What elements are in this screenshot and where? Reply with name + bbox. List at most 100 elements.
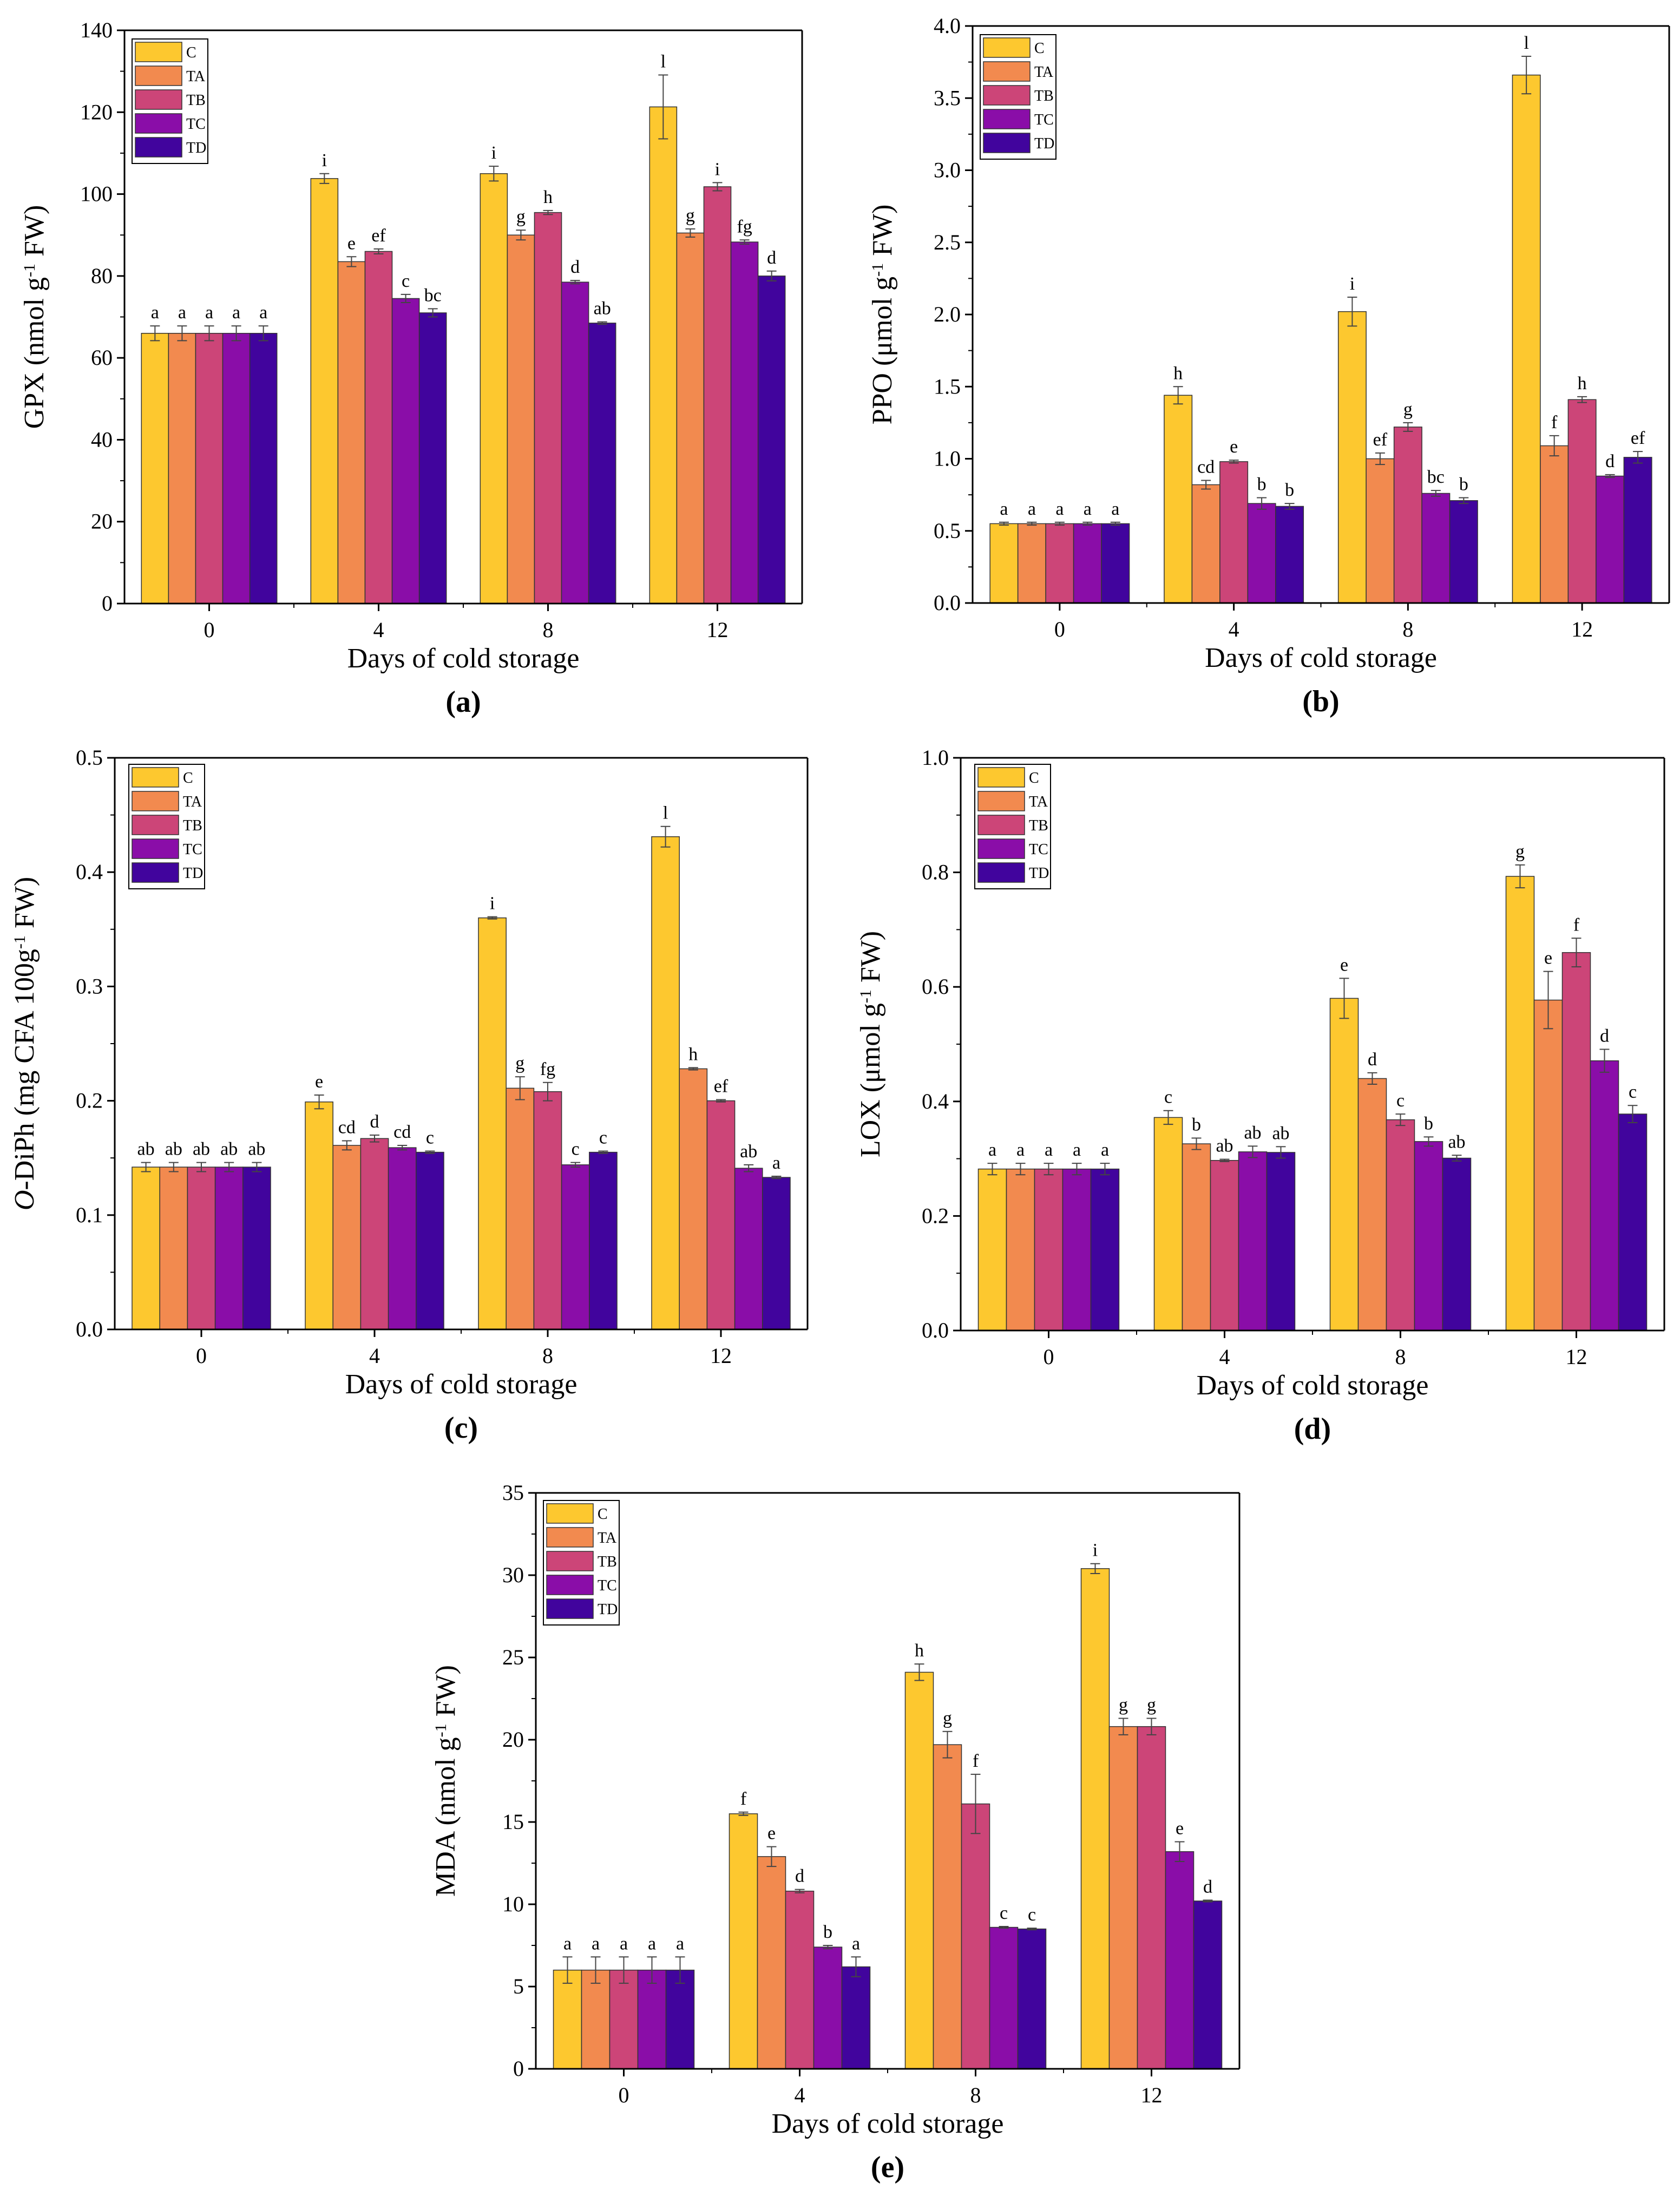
bar-TC-day-4 xyxy=(813,1946,843,2069)
sig-letter-TD-day-0: a xyxy=(259,303,267,323)
bar-TD-day-0 xyxy=(242,1166,271,1330)
sig-letter-C-day-12: l xyxy=(663,803,668,823)
sig-letter-C-day-0: a xyxy=(1000,499,1008,519)
sig-letter-TD-day-8: c xyxy=(1028,1905,1036,1925)
legend-label-TC: TC xyxy=(186,116,206,133)
x-tick-label: 12 xyxy=(1571,617,1593,641)
sig-letter-TA-day-4: cd xyxy=(1197,457,1215,477)
sig-letter-TA-day-8: g xyxy=(515,1053,524,1073)
bar-C-day-8 xyxy=(478,917,507,1330)
bar-TC-day-12 xyxy=(730,241,759,604)
x-tick-label: 12 xyxy=(1141,2083,1163,2107)
sig-letter-TD-day-4: b xyxy=(1285,480,1294,500)
legend-label-TA: TA xyxy=(1029,794,1048,810)
bar-TC-day-8 xyxy=(1421,493,1451,604)
sig-letter-TA-day-4: e xyxy=(347,233,356,253)
y-tick-label: 0.4 xyxy=(922,1089,949,1113)
x-tick-label: 4 xyxy=(1229,617,1239,641)
sig-letter-TC-day-0: a xyxy=(232,303,240,323)
y-tick-label: 1.5 xyxy=(934,374,961,398)
bar-TD-day-4 xyxy=(1275,506,1304,604)
sig-letter-C-day-0: a xyxy=(563,1934,572,1954)
legend-label-TC: TC xyxy=(598,1577,617,1594)
bar-TD-day-8 xyxy=(1442,1157,1472,1331)
sig-letter-C-day-0: a xyxy=(988,1140,996,1160)
x-tick-label: 12 xyxy=(710,1343,732,1368)
bar-TC-day-8 xyxy=(1414,1141,1443,1331)
bar-TB-day-4 xyxy=(360,1138,389,1330)
legend-swatch-TB xyxy=(132,815,179,835)
sig-letter-TA-day-8: g xyxy=(943,1708,952,1728)
bar-TA-day-4 xyxy=(332,1145,362,1330)
legend-swatch-C xyxy=(977,767,1025,788)
y-tick-label: 0.2 xyxy=(76,1089,103,1113)
y-tick-label: 100 xyxy=(80,182,113,206)
sig-letter-TB-day-12: f xyxy=(1573,915,1580,935)
sig-letter-TC-day-0: a xyxy=(1073,1140,1081,1160)
bar-C-day-4 xyxy=(729,1813,758,2069)
legend-label-TD: TD xyxy=(1034,135,1054,152)
x-axis-title: Days of cold storage xyxy=(1205,643,1437,673)
y-tick-label: 1.0 xyxy=(934,447,961,471)
y-axis-title: MDA (nmol g-1 FW) xyxy=(430,1665,461,1897)
sig-letter-TA-day-12: e xyxy=(1544,948,1552,968)
bar-C-day-12 xyxy=(1080,1568,1110,2069)
sig-letter-TC-day-12: ab xyxy=(740,1142,757,1162)
legend-swatch-TB xyxy=(983,85,1031,106)
sig-letter-TB-day-12: ef xyxy=(714,1076,729,1096)
y-tick-label: 2.5 xyxy=(934,230,961,254)
bar-C-day-4 xyxy=(1164,395,1193,604)
legend-swatch-TD xyxy=(546,1598,594,1619)
bar-C-day-4 xyxy=(305,1101,333,1330)
bar-TD-day-0 xyxy=(1101,523,1130,604)
sig-letter-TD-day-12: a xyxy=(772,1153,780,1173)
legend-label-TA: TA xyxy=(1034,64,1054,81)
bar-TA-day-0 xyxy=(581,1969,611,2069)
sig-letter-C-day-4: c xyxy=(1164,1087,1172,1107)
y-tick-label: 0.8 xyxy=(922,860,949,884)
y-tick-label: 140 xyxy=(80,18,113,42)
y-tick-label: 60 xyxy=(91,345,113,370)
sig-letter-TD-day-0: a xyxy=(1101,1140,1109,1160)
sig-letter-TC-day-0: a xyxy=(1084,499,1092,519)
bar-TA-day-12 xyxy=(676,232,705,604)
legend: C TA TB TC TD xyxy=(980,34,1056,160)
legend-label-C: C xyxy=(186,44,196,61)
y-tick-label: 25 xyxy=(502,1645,524,1669)
legend-swatch-TD xyxy=(977,862,1025,883)
sig-letter-TB-day-4: d xyxy=(795,1866,804,1886)
sig-letter-TC-day-8: c xyxy=(1000,1903,1008,1923)
bar-TA-day-8 xyxy=(507,234,535,604)
y-tick-label: 3.5 xyxy=(934,86,961,110)
sig-letter-TC-day-4: ab xyxy=(1244,1123,1261,1143)
y-axis-title: PPO (μmol g-1 FW) xyxy=(867,205,898,425)
sig-letter-TD-day-4: c xyxy=(426,1128,434,1148)
bar-TD-day-12 xyxy=(757,276,786,604)
bar-TA-day-4 xyxy=(1182,1143,1211,1331)
x-tick-label: 4 xyxy=(1219,1345,1230,1369)
legend-swatch-C xyxy=(983,37,1031,58)
y-tick-label: 1.0 xyxy=(922,745,949,770)
bar-TB-day-0 xyxy=(195,333,224,604)
y-tick-label: 2.0 xyxy=(934,302,961,326)
bar-TB-day-0 xyxy=(609,1969,639,2069)
y-tick-label: 0.5 xyxy=(934,519,961,543)
panel-label: (c) xyxy=(444,1411,478,1445)
bar-TC-day-4 xyxy=(391,298,420,604)
bar-TA-day-12 xyxy=(1540,445,1569,604)
sig-letter-TB-day-4: d xyxy=(370,1112,379,1132)
bar-TC-day-8 xyxy=(561,281,589,604)
y-tick-label: 0.5 xyxy=(76,745,103,770)
bar-C-day-8 xyxy=(1337,311,1367,604)
bar-C-day-12 xyxy=(651,836,680,1330)
x-tick-label: 0 xyxy=(1054,617,1065,641)
y-tick-label: 0.0 xyxy=(76,1317,103,1341)
sig-letter-TA-day-8: g xyxy=(516,207,526,227)
sig-letter-TA-day-0: a xyxy=(178,303,186,323)
bar-TA-day-0 xyxy=(1017,523,1046,604)
sig-letter-TA-day-0: ab xyxy=(165,1139,182,1159)
bar-TB-day-0 xyxy=(187,1166,216,1330)
sig-letter-TD-day-8: ab xyxy=(594,299,611,319)
sig-letter-TB-day-8: f xyxy=(973,1751,979,1771)
